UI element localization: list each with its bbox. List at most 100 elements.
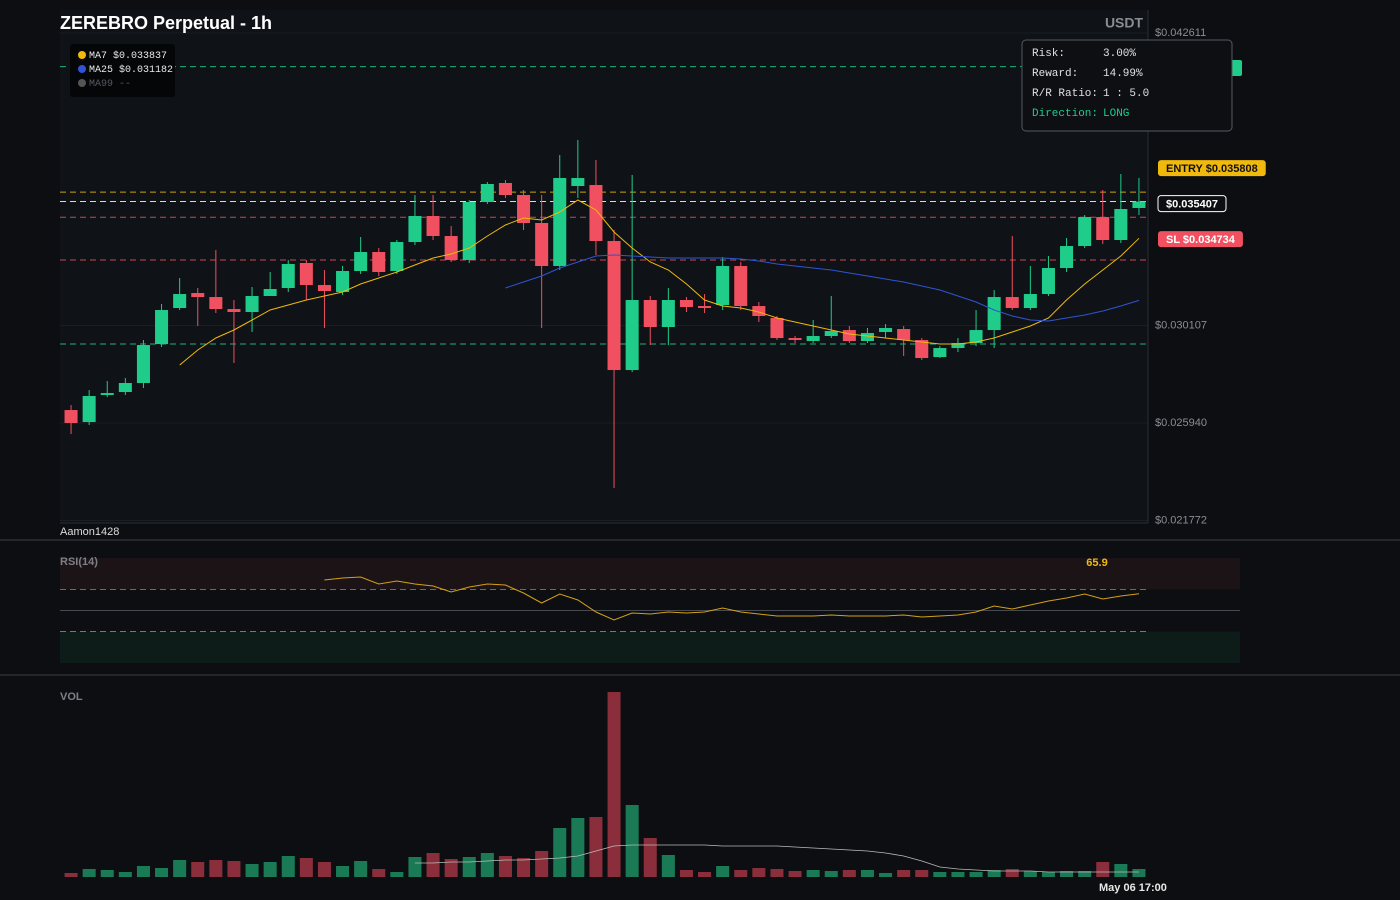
candle-body	[444, 236, 458, 261]
candle-body	[1023, 294, 1037, 309]
volume-bar	[245, 864, 259, 877]
risk-label: Direction:	[1032, 108, 1098, 120]
candle-body	[716, 266, 730, 306]
candle-body	[824, 331, 838, 337]
risk-label: Reward:	[1032, 68, 1078, 80]
candle-body	[209, 297, 223, 310]
candle-body	[1132, 201, 1146, 209]
candle-body	[426, 216, 440, 237]
legend-value: --	[119, 79, 131, 90]
candle-body	[535, 222, 549, 267]
legend-box	[70, 44, 175, 97]
candle-body	[806, 336, 820, 342]
volume-bar	[136, 866, 150, 877]
candle-body	[661, 300, 675, 328]
risk-value: 14.99%	[1103, 68, 1143, 80]
candle-body	[933, 348, 947, 358]
candle-body	[118, 383, 132, 393]
volume-bar	[372, 869, 386, 877]
volume-bar	[1132, 869, 1146, 877]
volume-bar	[643, 838, 657, 877]
volume-bar	[1041, 872, 1055, 877]
level-label: SL $0.034734	[1166, 234, 1236, 246]
candle-body	[517, 194, 531, 223]
candle-body	[987, 297, 1001, 331]
candle-body	[1005, 297, 1019, 309]
volume-bar	[969, 872, 983, 877]
legend-entry: MA99 --	[89, 79, 131, 90]
candle-body	[354, 252, 368, 272]
candle-body	[752, 306, 766, 317]
legend-value: $0.031182	[119, 64, 173, 76]
volume-bar	[209, 860, 223, 877]
volume-bar	[915, 870, 929, 877]
y-tick-label: $0.042611	[1155, 27, 1206, 39]
volume-bar	[191, 862, 205, 877]
risk-value: LONG	[1103, 108, 1129, 120]
currency: USDT	[1105, 15, 1144, 31]
candle-body	[879, 328, 893, 333]
candle-body	[897, 329, 911, 341]
volume-bar	[770, 869, 784, 877]
volume-bar	[607, 692, 621, 877]
y-tick-label: $0.030107	[1155, 319, 1207, 331]
candle-body	[281, 264, 295, 289]
volume-bar	[281, 856, 295, 877]
candle-body	[498, 182, 512, 195]
volume-bar	[64, 873, 78, 877]
volume-bar	[299, 858, 313, 877]
risk-value: 1 : 5.0	[1103, 88, 1149, 100]
candle-body	[698, 306, 712, 309]
volume-bar	[698, 872, 712, 877]
candle-body	[64, 410, 78, 424]
volume-bar	[788, 871, 802, 877]
legend-name: MA25	[89, 65, 113, 76]
volume-bar	[462, 857, 476, 877]
rsi-panel: 65.9	[60, 557, 1240, 663]
y-tick-label: $0.021772	[1155, 514, 1207, 526]
y-tick-label: $0.025940	[1155, 417, 1207, 429]
legend-swatch	[78, 79, 86, 87]
candle-body	[553, 178, 567, 267]
volume-bar	[118, 872, 132, 877]
price-axis: $0.042611 $0.030107 $0.025940 $0.021772 May …	[1099, 27, 1266, 894]
candle-body	[571, 178, 585, 187]
risk-value: 3.00%	[1103, 48, 1136, 60]
legend-entry: MA25 $0.031182	[89, 64, 173, 76]
volume-bar	[842, 870, 856, 877]
candle-body	[1041, 268, 1055, 295]
volume-bar	[679, 870, 693, 877]
rsi-value: 65.9	[1086, 557, 1107, 569]
volume-bar	[589, 817, 603, 877]
volume-title: VOL	[60, 691, 83, 703]
volume-bar	[155, 868, 169, 877]
volume-bar	[824, 871, 838, 877]
x-tick-label: May 06 17:00	[1099, 882, 1167, 894]
volume-bar	[480, 853, 494, 877]
candle-body	[408, 216, 422, 243]
candle-body	[299, 263, 313, 286]
volume-bar	[444, 859, 458, 877]
plot-area	[60, 10, 1148, 523]
volume-bar	[879, 873, 893, 877]
level-label-box	[1158, 231, 1243, 248]
ma-line	[179, 199, 1140, 366]
volume-bar	[806, 870, 820, 877]
candle-body	[155, 310, 169, 345]
candle-body	[1078, 217, 1092, 247]
volume-bar	[987, 870, 1001, 877]
candle-body	[191, 293, 205, 298]
candle-body	[842, 330, 856, 342]
volume-bar	[517, 858, 531, 877]
level-label: $0.035407	[1166, 199, 1218, 211]
volume-bar	[82, 869, 96, 877]
risk-label: Risk:	[1032, 48, 1065, 60]
legend-value: $0.033837	[113, 50, 167, 62]
volume-bar	[1078, 871, 1092, 877]
volume-bar	[390, 872, 404, 877]
candle-body	[969, 330, 983, 344]
volume-bar	[933, 872, 947, 877]
candle-body	[82, 396, 96, 423]
candle-body	[136, 345, 150, 384]
